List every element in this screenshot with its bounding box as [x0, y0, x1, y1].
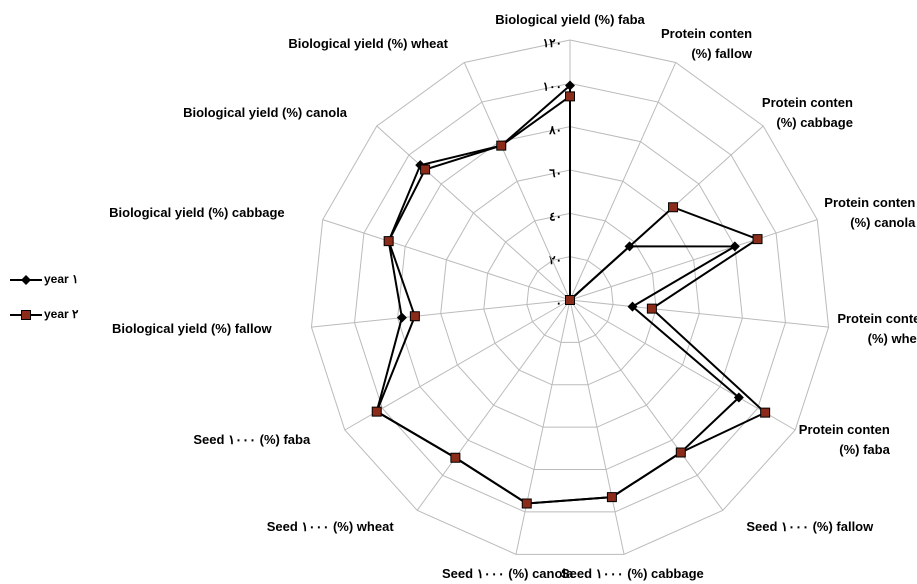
category-label: Seed ١٠٠٠ (%) fallow [746, 518, 874, 534]
point [496, 140, 507, 151]
point [624, 241, 635, 252]
category-label: Seed ١٠٠٠ (%) wheat [266, 518, 394, 534]
category-label: Biological yield (%) cabbage [109, 205, 285, 221]
point [450, 452, 461, 463]
point [733, 392, 744, 403]
category-label: Biological yield (%) fallow [112, 321, 272, 337]
grid-ring [354, 82, 786, 513]
category-label: Seed ١٠٠٠ (%) cabbage [560, 565, 704, 581]
point [521, 498, 532, 509]
category-label: Protein conten (%) faba [798, 422, 890, 457]
y-tick-label: ٠ [556, 296, 562, 310]
series-line [375, 83, 741, 505]
spoke [463, 62, 571, 301]
grid-ring [526, 256, 614, 343]
category-label: Protein conten (%) fallow [661, 26, 753, 62]
y-tick-label: ٢٠ [549, 253, 562, 267]
grid-ring [440, 169, 700, 428]
y-tick-label: ٨٠ [548, 123, 562, 137]
spoke [569, 62, 677, 301]
point [409, 311, 420, 322]
point [675, 447, 686, 458]
spoke [344, 299, 571, 431]
spoke [515, 299, 571, 555]
point [565, 91, 575, 102]
legend-marker [21, 275, 31, 285]
category-label: Seed ١٠٠٠ (%) faba [193, 432, 311, 447]
category-label: Protein conten (%) cabbage [761, 94, 853, 130]
point [752, 234, 763, 245]
category-label: Protein conten (%) wheat [837, 311, 917, 347]
spoke [569, 299, 796, 431]
point [668, 202, 679, 213]
spoke [322, 219, 571, 301]
category-label: Biological yield (%) canola [183, 104, 348, 120]
legend-label: year ١ [44, 272, 78, 286]
point [627, 301, 638, 312]
point [565, 295, 575, 305]
category-label: Biological yield (%) wheat [288, 36, 448, 52]
spoke [569, 219, 818, 301]
series-line [375, 94, 767, 505]
y-tick-label: ١٢٠ [543, 36, 562, 50]
legend-marker [21, 310, 31, 320]
point [606, 492, 617, 503]
point [420, 164, 431, 175]
category-label: Seed ١٠٠٠ (%) canola [442, 565, 574, 581]
y-tick-label: ٦٠ [549, 166, 562, 180]
point [396, 312, 407, 323]
spoke [569, 299, 625, 555]
spoke [311, 299, 571, 328]
category-label: Protein conten (%) canola [824, 195, 916, 231]
point [565, 80, 575, 91]
grid-ring [397, 126, 743, 471]
spoke [569, 299, 829, 328]
point [383, 236, 394, 247]
y-tick-label: ٤٠ [549, 210, 562, 224]
grid-ring [310, 39, 830, 555]
point [371, 406, 382, 417]
y-tick-label: ١٠٠ [543, 80, 562, 94]
spoke [569, 299, 724, 511]
category-label: Biological yield (%) faba [495, 12, 645, 27]
grid-ring [483, 212, 657, 386]
point [760, 407, 771, 418]
spoke [376, 125, 571, 301]
point [729, 241, 740, 252]
point [646, 303, 657, 314]
spoke [416, 299, 571, 511]
legend-label: year ٢ [44, 307, 79, 321]
